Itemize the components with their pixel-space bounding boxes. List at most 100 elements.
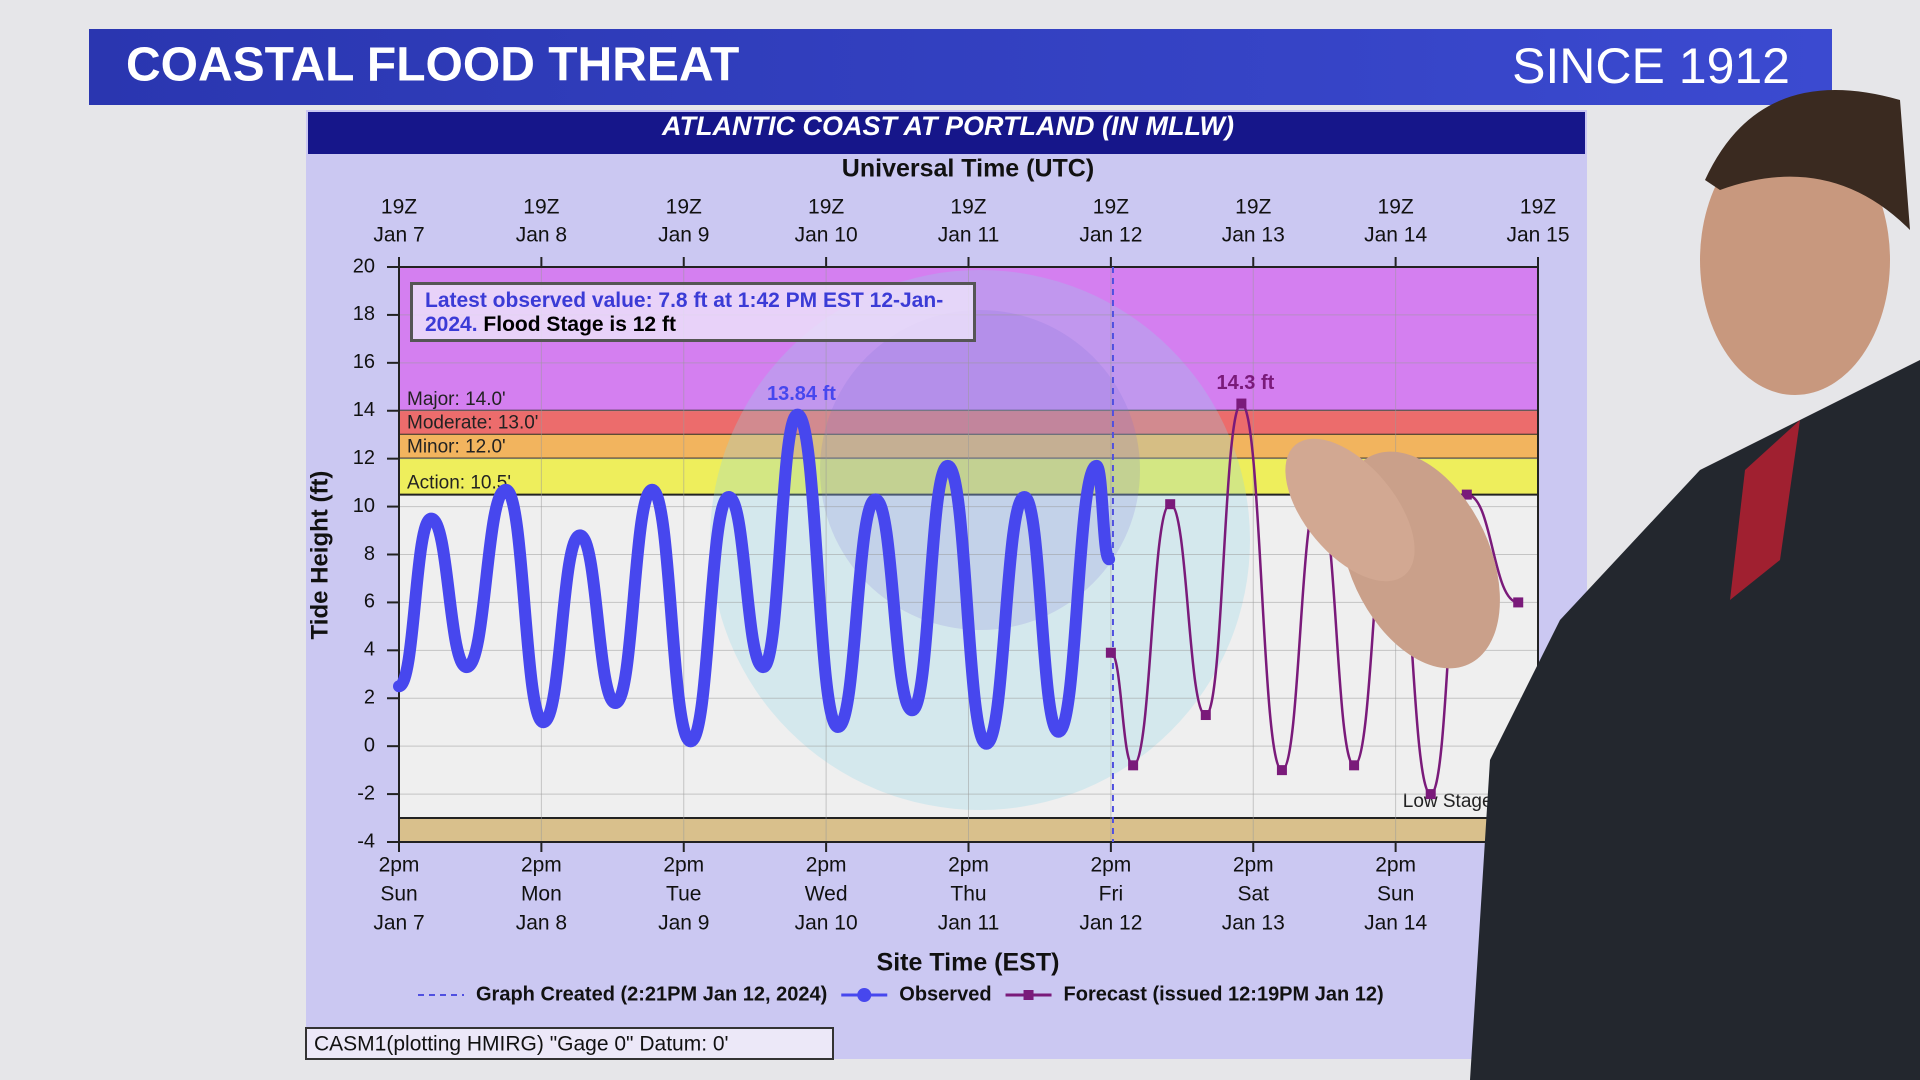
x2-tick-label: 19Z bbox=[808, 196, 844, 219]
watermark bbox=[820, 310, 1140, 630]
x-tick-label: Jan 13 bbox=[1222, 912, 1285, 935]
x-tick-label: 2pm bbox=[1090, 854, 1131, 877]
legend-marker bbox=[1023, 990, 1034, 1000]
stage-label: Moderate: 13.0' bbox=[407, 413, 538, 434]
peak-label: 14.3 ft bbox=[1216, 372, 1274, 394]
y-tick-label: 8 bbox=[364, 543, 375, 565]
y-tick-label: 18 bbox=[353, 303, 375, 325]
y-tick-label: 10 bbox=[353, 495, 375, 517]
legend: Graph Created (2:21PM Jan 12, 2024) Obser… bbox=[418, 983, 1384, 1005]
x2-tick-label: Jan 11 bbox=[938, 224, 1000, 247]
y-tick-label: 12 bbox=[353, 447, 375, 469]
legend-label: Observed bbox=[899, 983, 991, 1005]
x2-tick-label: Jan 14 bbox=[1364, 224, 1427, 247]
x2-tick-label: Jan 12 bbox=[1079, 224, 1142, 247]
presenter-hair bbox=[1705, 90, 1910, 230]
x2-tick-label: Jan 8 bbox=[516, 224, 567, 247]
x-tick-label: Sun bbox=[1377, 883, 1414, 906]
title-bar bbox=[308, 112, 1585, 154]
chart-title: ATLANTIC COAST AT PORTLAND (IN MLLW) bbox=[661, 111, 1234, 141]
x2-tick-label: Jan 7 bbox=[373, 224, 424, 247]
x-tick-label: Jan 8 bbox=[516, 912, 567, 935]
y-tick-label: 20 bbox=[353, 255, 375, 277]
x2-tick-label: Jan 13 bbox=[1222, 224, 1285, 247]
x2-tick-label: 19Z bbox=[523, 196, 559, 219]
x-tick-label: 2pm bbox=[663, 854, 704, 877]
y-tick-label: 14 bbox=[353, 399, 375, 421]
forecast-marker bbox=[1513, 597, 1524, 608]
info-box: Latest observed value: 7.8 ft at 1:42 PM… bbox=[410, 282, 976, 342]
forecast-marker bbox=[1105, 647, 1116, 658]
x2-tick-label: 19Z bbox=[666, 196, 702, 219]
x2-tick-label: Jan 10 bbox=[795, 224, 858, 247]
header-tag: SINCE 1912 bbox=[1512, 38, 1790, 94]
x-tick-label: Jan 9 bbox=[658, 912, 709, 935]
header-bar bbox=[89, 29, 1832, 105]
y-tick-label: 2 bbox=[364, 687, 375, 709]
x-tick-label: Mon bbox=[521, 883, 562, 906]
x2-tick-label: Jan 9 bbox=[658, 224, 709, 247]
plot-frame bbox=[398, 266, 1539, 843]
presenter-suit bbox=[1470, 360, 1920, 1080]
footer-text: CASM1(plotting HMIRG) "Gage 0" Datum: 0' bbox=[314, 1033, 729, 1056]
x-tick-label: 2pm bbox=[806, 854, 847, 877]
forecast-marker bbox=[1425, 789, 1436, 800]
y-tick-label: 6 bbox=[364, 591, 375, 613]
stage-label: Minor: 12.0' bbox=[407, 437, 506, 458]
y-axis-title: Tide Height (ft) bbox=[306, 471, 333, 640]
info-flood-stage: Flood Stage is 12 ft bbox=[483, 313, 676, 336]
legend-label: Graph Created (2:21PM Jan 12, 2024) bbox=[476, 983, 827, 1005]
y-tick-label: 16 bbox=[353, 351, 375, 373]
x-tick-label: Wed bbox=[805, 883, 848, 906]
watermark bbox=[710, 270, 1250, 810]
forecast-marker bbox=[1128, 760, 1139, 771]
x-tick-label: Tue bbox=[666, 883, 701, 906]
x2-tick-label: 19Z bbox=[1093, 196, 1129, 219]
presenter-hand bbox=[1285, 438, 1415, 582]
x-tick-label: 2pm bbox=[1233, 854, 1274, 877]
forecast-marker bbox=[1349, 760, 1360, 771]
forecast-marker bbox=[1200, 710, 1211, 721]
y-tick-label: -2 bbox=[357, 782, 375, 804]
x-tick-label: Thu bbox=[950, 883, 986, 906]
x-tick-label: Jan 12 bbox=[1079, 912, 1142, 935]
y-tick-label: 4 bbox=[364, 639, 375, 661]
stage-label: Major: 14.0' bbox=[407, 389, 506, 410]
x-tick-label: 2pm bbox=[948, 854, 989, 877]
header-title: COASTAL FLOOD THREAT bbox=[126, 39, 739, 92]
forecast-marker bbox=[1165, 499, 1176, 510]
stage-label: Action: 10.5' bbox=[407, 473, 511, 494]
y-tick-label: -4 bbox=[357, 830, 375, 852]
x-tick-label: Jan 11 bbox=[938, 912, 1000, 935]
info-observed: Latest observed value: 7.8 ft at 1:42 PM… bbox=[425, 289, 944, 336]
legend-label: Forecast (issued 12:19PM Jan 12) bbox=[1064, 983, 1384, 1005]
x2-tick-label: Jan 15 bbox=[1506, 224, 1569, 247]
x-tick-label: Fri bbox=[1099, 883, 1124, 906]
x-tick-label: Sat bbox=[1237, 883, 1269, 906]
x2-tick-label: 19Z bbox=[950, 196, 986, 219]
x-tick-label: 2pm bbox=[1375, 854, 1416, 877]
forecast-marker bbox=[1276, 765, 1287, 776]
x-tick-label: 2pm bbox=[521, 854, 562, 877]
y-tick-label: 0 bbox=[364, 734, 375, 756]
presenter bbox=[1285, 90, 1920, 1080]
legend-marker bbox=[857, 988, 872, 1002]
peak-label: 13.84 ft bbox=[767, 383, 836, 405]
x-tick-label: Jan 10 bbox=[795, 912, 858, 935]
x2-tick-label: 19Z bbox=[381, 196, 417, 219]
forecast-marker bbox=[1236, 398, 1247, 409]
x2-tick-label: 19Z bbox=[1520, 196, 1556, 219]
presenter-head bbox=[1700, 125, 1890, 395]
x-tick-label: Jan 14 bbox=[1364, 912, 1427, 935]
x2-tick-label: 19Z bbox=[1235, 196, 1271, 219]
x-tick-label: Jan 7 bbox=[373, 912, 424, 935]
x-axis-title: Site Time (EST) bbox=[877, 949, 1060, 977]
x-tick-label: Sun bbox=[380, 883, 417, 906]
x2-tick-label: 19Z bbox=[1378, 196, 1414, 219]
forecast-marker bbox=[1461, 489, 1472, 500]
footer-box bbox=[305, 1027, 834, 1060]
presenter-tie bbox=[1730, 420, 1800, 600]
x-tick-label: 2pm bbox=[379, 854, 420, 877]
